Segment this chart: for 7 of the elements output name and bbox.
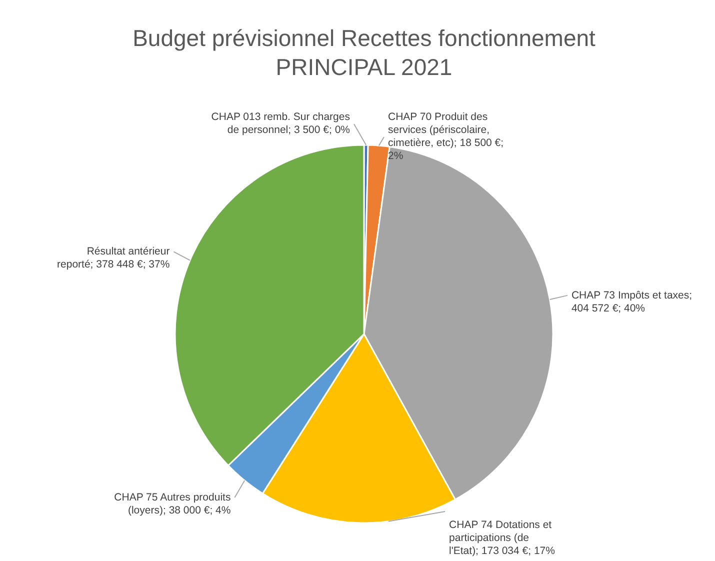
slice-label: Résultat antérieur reporté; 378 448 €; 37% xyxy=(57,246,170,271)
slice-label: CHAP 73 Impôts et taxes; 404 572 €; 40% xyxy=(571,289,692,314)
slice-label: CHAP 70 Produit des services (périscolaire, cimetière, etc); 18 500 €; 2% xyxy=(388,111,504,162)
chart-title: Budget prévisionnel Recettes fonctionnement PRINCIPAL 2021 xyxy=(132,25,596,80)
slice-label: CHAP 013 remb. Sur charges de personnel; 3 500 €; 0% xyxy=(211,111,350,136)
slice-label: CHAP 75 Autres produits (loyers); 38 000 €; 4% xyxy=(114,492,231,517)
slice-label: CHAP 74 Dotations et participations (de l'Etat); 173 034 €; 17% xyxy=(449,519,555,557)
